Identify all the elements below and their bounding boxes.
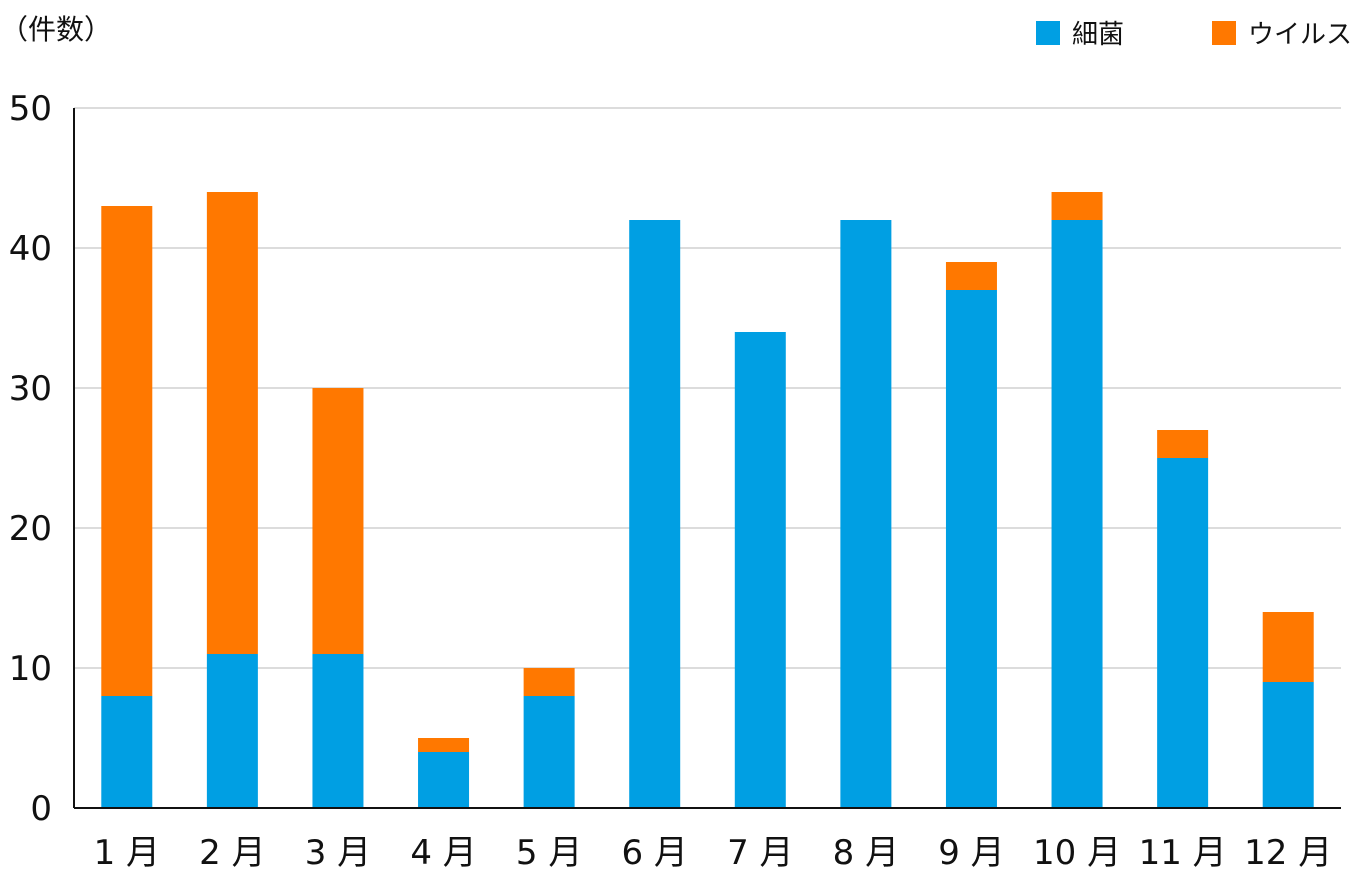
bar-virus [523, 668, 575, 696]
y-tick-label: 10 [9, 649, 52, 689]
x-tick-label: 8 月 [833, 833, 899, 873]
bar-bacteria [1157, 458, 1209, 808]
x-tick-label: 4 月 [410, 833, 476, 873]
x-tick-label: 9 月 [938, 833, 1004, 873]
x-tick-label: 12 月 [1244, 833, 1332, 873]
bar-bacteria [1262, 682, 1314, 808]
bar-virus [101, 206, 153, 696]
x-tick-label: 11 月 [1139, 833, 1227, 873]
bar-bacteria [1051, 220, 1103, 808]
y-tick-label: 0 [30, 789, 52, 829]
bar-virus [418, 738, 470, 752]
y-tick-label: 20 [9, 509, 52, 549]
bar-bacteria [101, 696, 153, 808]
y-tick-label: 50 [9, 89, 52, 129]
y-tick-label: 40 [9, 229, 52, 269]
bar-virus [312, 388, 364, 654]
legend-swatch-virus [1212, 20, 1236, 45]
y-axis-label: （件数） [0, 13, 113, 46]
x-tick-label: 5 月 [516, 833, 582, 873]
bar-bacteria [312, 654, 364, 808]
bar-bacteria [734, 332, 786, 808]
x-tick-label: 3 月 [305, 833, 371, 873]
bar-bacteria [523, 696, 575, 808]
legend-label-bacteria: 細菌 [1072, 20, 1125, 50]
bar-virus [1051, 192, 1103, 220]
legend-label-virus: ウイルス [1248, 20, 1353, 50]
x-tick-label: 10 月 [1033, 833, 1121, 873]
bar-virus [206, 192, 258, 654]
bar-bacteria [206, 654, 258, 808]
x-tick-label: 2 月 [199, 833, 265, 873]
legend-swatch-bacteria [1036, 20, 1060, 45]
bar-virus [945, 262, 997, 290]
x-tick-label: 6 月 [621, 833, 687, 873]
bar-bacteria [418, 752, 470, 808]
bar-virus [1157, 430, 1209, 458]
x-tick-label: 1 月 [94, 833, 160, 873]
legend-item-bacteria: 細菌 [1036, 14, 1124, 51]
bar-virus [1262, 612, 1314, 682]
y-tick-label: 30 [9, 369, 52, 409]
bar-bacteria [945, 290, 997, 808]
bar-bacteria [840, 220, 892, 808]
bar-bacteria [629, 220, 681, 808]
x-tick-label: 7 月 [727, 833, 793, 873]
legend-item-virus: ウイルス [1212, 14, 1352, 51]
